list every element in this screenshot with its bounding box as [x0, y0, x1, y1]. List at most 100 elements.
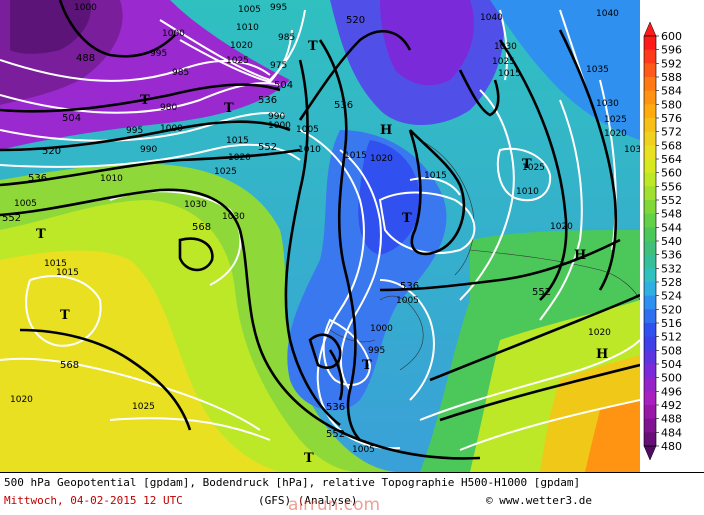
legend-color-swatch [644, 63, 656, 78]
legend-color-swatch [644, 118, 656, 133]
pressure-label: 1015 [56, 268, 79, 278]
map-date: Mittwoch, 04-02-2015 12 UTC [4, 494, 183, 507]
geo-label: 552 [532, 287, 551, 298]
map-model: (GFS) (Analyse) [258, 494, 358, 507]
pressure-systems: T T T T T T T T H H H T [36, 39, 608, 466]
weather-map-svg: 488 504 520 536 552 568 568 552 536 552 … [0, 0, 640, 472]
geo-label: 536 [326, 402, 345, 413]
high-pressure-symbol: H [596, 347, 608, 362]
low-pressure-symbol: T [304, 451, 314, 466]
legend-value-label: 500 [661, 372, 682, 385]
topo-band-ne-504 [380, 0, 474, 86]
pressure-label: 990 [268, 112, 285, 122]
pressure-label: 1025 [492, 57, 515, 67]
legend-value-label: 564 [661, 153, 682, 166]
legend-value-label: 492 [661, 399, 682, 412]
legend-color-swatch [644, 227, 656, 242]
geo-label: 488 [76, 53, 95, 64]
legend-color-swatch [644, 241, 656, 256]
pressure-label: 1000 [370, 324, 393, 334]
geo-label: 504 [62, 113, 81, 124]
legend-value-label: 576 [661, 112, 682, 125]
high-pressure-symbol: H [574, 248, 586, 263]
legend-value-label: 540 [661, 235, 682, 248]
geopotential-labels: 488 504 520 536 552 568 568 552 536 552 … [2, 15, 551, 440]
low-pressure-symbol: T [308, 39, 318, 54]
legend-value-label: 556 [661, 180, 682, 193]
legend-value-label: 596 [661, 44, 682, 57]
legend-color-swatch [644, 200, 656, 215]
pressure-label: 980 [160, 103, 177, 113]
pressure-label: 1030 [494, 42, 517, 52]
legend-value-label: 560 [661, 167, 682, 180]
legend-color-swatch [644, 323, 656, 338]
legend-value-label: 568 [661, 139, 682, 152]
pressure-label: 1030 [184, 200, 207, 210]
legend-value-label: 516 [661, 317, 682, 330]
pressure-label: 1005 [238, 5, 261, 15]
geopotential-lines [0, 0, 640, 460]
map-credit-link[interactable]: © www.wetter3.de [486, 494, 592, 507]
topo-band-se-580 [585, 400, 640, 472]
legend-value-label: 588 [661, 71, 682, 84]
pressure-label: 1020 [228, 153, 251, 163]
weather-map: 488 504 520 536 552 568 568 552 536 552 … [0, 0, 640, 472]
pressure-label: 1040 [480, 13, 503, 23]
legend-color-swatch [644, 36, 656, 51]
legend-color-swatch [644, 391, 656, 406]
legend-color-swatch [644, 159, 656, 174]
pressure-label: 1015 [424, 171, 447, 181]
topo-band-568 [0, 250, 280, 472]
legend-color-swatch [644, 364, 656, 379]
legend-value-label: 524 [661, 290, 682, 303]
pressure-label: 1025 [604, 115, 627, 125]
legend-color-swatch [644, 432, 656, 447]
legend-value-label: 496 [661, 385, 682, 398]
legend-value-label: 528 [661, 276, 682, 289]
pressure-label: 995 [126, 126, 143, 136]
low-pressure-symbol: T [522, 157, 532, 172]
pressure-label: 1010 [516, 187, 539, 197]
legend-value-label: 536 [661, 249, 682, 262]
geo-label: 552 [326, 429, 345, 440]
legend-value-label: 504 [661, 358, 682, 371]
color-scale-legend: 600 596 592 588 584 580 576 572 568 564 560 556 552 5… [640, 0, 704, 472]
legend-color-swatch [644, 90, 656, 105]
legend-value-label: 520 [661, 303, 682, 316]
topo-band-ne-536 [490, 0, 640, 140]
legend-color-swatch [644, 268, 656, 283]
pressure-label: 1025 [214, 167, 237, 177]
legend-value-label: 600 [661, 30, 682, 43]
pressure-label: 1005 [14, 199, 37, 209]
pressure-label: 1020 [588, 328, 611, 338]
legend-color-swatch [644, 145, 656, 160]
pressure-label: 1020 [550, 222, 573, 232]
pressure-labels: 1000 1000 995 985 980 1000 995 990 1005 … [10, 3, 640, 455]
geo-label: 552 [2, 213, 21, 224]
low-pressure-symbol: T [140, 93, 150, 108]
legend-color-swatch [644, 418, 656, 433]
legend-value-label: 512 [661, 331, 682, 344]
pressure-label: 1015 [226, 136, 249, 146]
pressure-label: 985 [278, 33, 295, 43]
legend-value-label: 484 [661, 426, 682, 439]
map-footer: 500 hPa Geopotential [gpdam], Bodendruck… [0, 472, 704, 515]
pressure-label: 995 [150, 49, 167, 59]
pressure-label: 985 [172, 68, 189, 78]
geo-label: 520 [346, 15, 365, 26]
geo-label: 520 [42, 146, 61, 157]
geo-label: 568 [60, 360, 79, 371]
pressure-label: 1000 [160, 124, 183, 134]
pressure-label: 1010 [236, 23, 259, 33]
pressure-label: 1030 [596, 99, 619, 109]
legend-color-swatch [644, 213, 656, 228]
pressure-label: 1025 [226, 56, 249, 66]
legend-color-swatch [644, 282, 656, 297]
legend-color-swatch [644, 104, 656, 119]
coastlines [329, 139, 640, 371]
legend-color-swatch [644, 49, 656, 64]
high-pressure-symbol: H [380, 123, 392, 138]
legend-color-swatch [644, 172, 656, 187]
geo-label: 552 [258, 142, 277, 153]
pressure-label: 975 [270, 61, 287, 71]
